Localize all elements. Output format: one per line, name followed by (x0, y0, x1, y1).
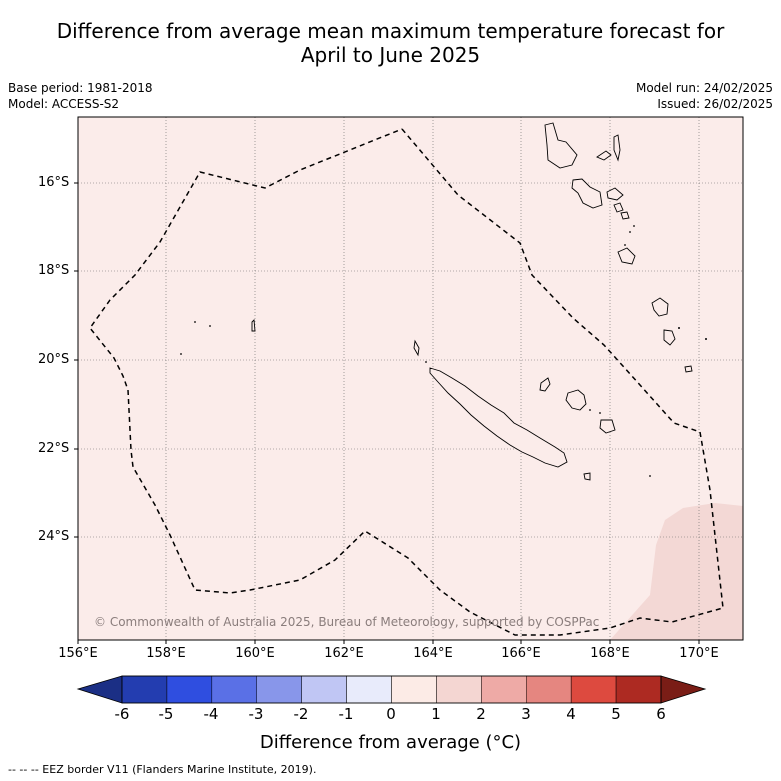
title-line-2: April to June 2025 (300, 43, 481, 67)
lat-label: 22°S (38, 441, 70, 456)
colorbar-cell (211, 675, 257, 704)
copyright-notice: © Commonwealth of Australia 2025, Bureau… (94, 615, 599, 629)
lon-label: 162°E (324, 646, 364, 661)
colorbar-tick: -5 (158, 705, 174, 723)
colorbar-tick: -1 (338, 705, 354, 723)
colorbar-tick: 5 (611, 705, 621, 723)
colorbar-cell (166, 675, 213, 704)
colorbar-tick: -2 (293, 705, 309, 723)
colorbar-tick: 6 (656, 705, 666, 723)
map-area (77, 116, 744, 641)
colorbar-cell (256, 675, 302, 704)
colorbar-cell (526, 675, 572, 704)
colorbar-cell (570, 675, 617, 704)
lat-label: 20°S (38, 352, 70, 367)
colorbar-cell (391, 675, 437, 704)
colorbar (76, 675, 707, 704)
lon-label: 164°E (413, 646, 453, 661)
colorbar-tick: 2 (476, 705, 486, 723)
lon-label: 158°E (146, 646, 186, 661)
lon-label: 156°E (58, 646, 98, 661)
axis-ticks (74, 182, 700, 644)
colorbar-cell (301, 675, 347, 704)
eez-legend-note: -- -- -- EEZ border V11 (Flanders Marine… (8, 763, 317, 776)
lon-label: 160°E (235, 646, 275, 661)
lon-label: 170°E (679, 646, 719, 661)
colorbar-tick: 0 (386, 705, 396, 723)
lat-label: 24°S (38, 529, 70, 544)
colorbar-extend-high (660, 675, 707, 704)
eez-border (89, 128, 724, 636)
small-islets (180, 225, 707, 477)
colorbar-extend-low (76, 675, 123, 704)
coastlines (251, 122, 693, 481)
base-period: Base period: 1981-2018 (8, 81, 153, 95)
model-run: Model run: 24/02/2025 (635, 81, 773, 95)
colorbar-cell (436, 675, 482, 704)
colorbar-cell (615, 675, 662, 704)
issued-date: Issued: 26/02/2025 (657, 97, 773, 111)
colorbar-tick: -6 (114, 705, 130, 723)
colorbar-tick: 1 (431, 705, 441, 723)
lon-label: 166°E (501, 646, 541, 661)
warm-anomaly-patch (610, 503, 743, 640)
lat-label: 16°S (38, 175, 70, 190)
lat-label: 18°S (38, 263, 70, 278)
colorbar-tick: 3 (521, 705, 531, 723)
colorbar-label: Difference from average (°C) (259, 732, 522, 753)
colorbar-cell (481, 675, 527, 704)
graticule (78, 117, 743, 640)
meta-left: Base period: 1981-2018 Model: ACCESS-S2 (8, 80, 153, 112)
lon-label: 168°E (590, 646, 630, 661)
model-name: Model: ACCESS-S2 (8, 97, 120, 111)
colorbar-tick: -3 (248, 705, 264, 723)
chart-title: Difference from average mean maximum tem… (0, 19, 781, 67)
colorbar-tick: 4 (566, 705, 576, 723)
map-frame (77, 116, 744, 641)
colorbar-tick: -4 (203, 705, 219, 723)
title-line-1: Difference from average mean maximum tem… (56, 19, 725, 43)
meta-right: Model run: 24/02/2025 Issued: 26/02/2025 (636, 80, 773, 112)
colorbar-cell (346, 675, 392, 704)
colorbar-cell (121, 675, 168, 704)
